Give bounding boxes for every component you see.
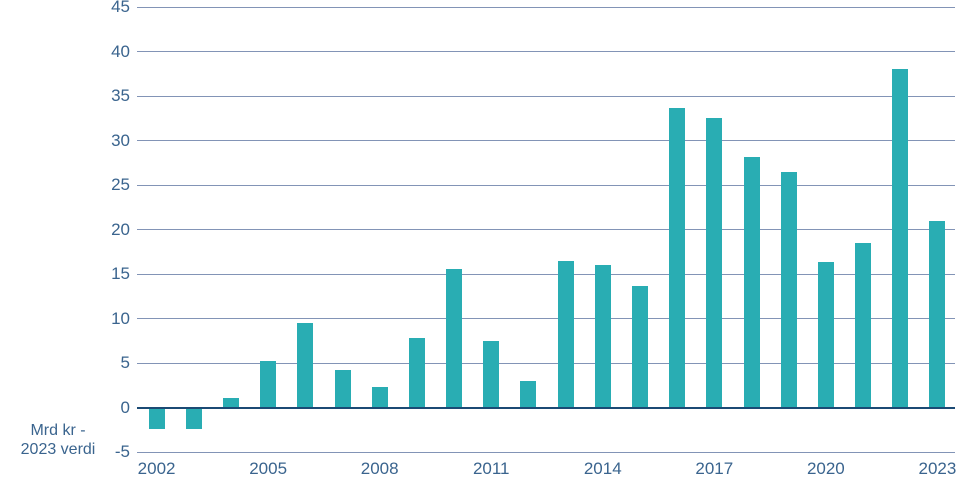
y-tick-label--5: -5 <box>114 442 130 461</box>
x-tick-label-2005: 2005 <box>249 459 288 478</box>
bar-2016 <box>669 107 686 408</box>
bar-2021 <box>855 242 872 408</box>
bar-2015 <box>631 285 648 408</box>
gridline--5 <box>137 451 955 453</box>
y-tick-label-45: 45 <box>111 0 130 16</box>
y-axis-unit-label: Mrd kr - 2023 verdi <box>2 421 114 459</box>
y-tick-label-20: 20 <box>111 219 130 239</box>
bar-2013 <box>557 260 574 408</box>
bar-2012 <box>520 380 537 408</box>
zero-baseline <box>137 406 955 410</box>
gridline-15 <box>137 273 955 275</box>
bar-2022 <box>892 69 909 408</box>
gridline-30 <box>137 140 955 142</box>
bar-2019 <box>780 171 797 408</box>
gridline-35 <box>137 95 955 97</box>
y-tick-label-5: 5 <box>120 353 130 372</box>
bar-2008 <box>371 387 388 408</box>
bar-2020 <box>817 262 834 408</box>
bar-2010 <box>446 268 463 408</box>
y-tick-label-25: 25 <box>111 175 130 194</box>
y-axis-unit-label-line1: Mrd kr - <box>30 422 86 439</box>
gridline-25 <box>137 184 955 186</box>
y-tick-label-10: 10 <box>111 308 130 328</box>
y-tick-label-40: 40 <box>111 41 130 61</box>
x-tick-label-2017: 2017 <box>695 459 734 478</box>
bar-2023 <box>929 220 946 408</box>
y-axis-unit-label-line2: 2023 verdi <box>20 441 96 458</box>
plot-area <box>137 6 955 453</box>
y-tick-label-35: 35 <box>111 86 130 105</box>
x-tick-label-2011: 2011 <box>472 459 510 478</box>
gridline-5 <box>137 362 955 364</box>
bar-2005 <box>260 361 277 408</box>
bar-2017 <box>706 118 723 408</box>
bar-2007 <box>334 370 351 408</box>
x-tick-label-2020: 2020 <box>806 459 845 478</box>
bar-2018 <box>743 156 760 408</box>
gridline-40 <box>137 51 955 53</box>
bar-2004 <box>222 397 239 408</box>
bar-2009 <box>408 338 425 408</box>
gridline-20 <box>137 229 955 231</box>
bar-2002 <box>148 407 165 429</box>
x-tick-label-2008: 2008 <box>360 459 399 478</box>
y-tick-label-0: 0 <box>120 397 130 417</box>
x-tick-label-2023: 2023 <box>918 459 957 478</box>
bar-2014 <box>594 265 611 408</box>
y-tick-label-15: 15 <box>111 264 130 283</box>
gridline-10 <box>137 318 955 320</box>
x-tick-label-2002: 2002 <box>137 459 176 478</box>
bar-2003 <box>185 407 202 429</box>
bar-2006 <box>297 322 314 408</box>
x-tick-label-2014: 2014 <box>583 459 622 478</box>
gridline-45 <box>137 6 955 8</box>
bar-2011 <box>483 340 500 408</box>
y-tick-label-30: 30 <box>111 130 130 150</box>
